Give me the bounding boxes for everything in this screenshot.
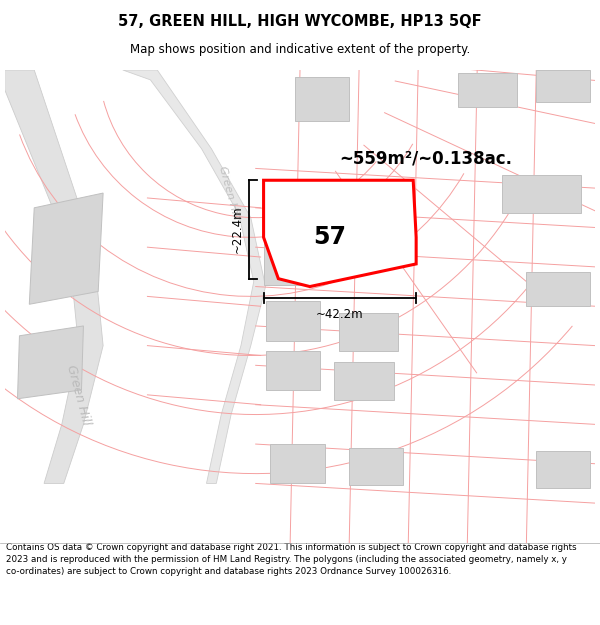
Polygon shape <box>263 219 310 284</box>
Bar <box>266 301 320 341</box>
Text: 57, GREEN HILL, HIGH WYCOMBE, HP13 5QF: 57, GREEN HILL, HIGH WYCOMBE, HP13 5QF <box>118 14 482 29</box>
Polygon shape <box>17 326 83 399</box>
Bar <box>271 444 325 484</box>
Bar <box>536 451 590 488</box>
Text: ~42.2m: ~42.2m <box>316 308 364 321</box>
Text: ~559m²/~0.138ac.: ~559m²/~0.138ac. <box>340 149 512 168</box>
Bar <box>295 77 349 121</box>
Polygon shape <box>29 193 103 304</box>
Text: 57: 57 <box>313 226 346 249</box>
Text: Map shows position and indicative extent of the property.: Map shows position and indicative extent… <box>130 43 470 56</box>
Bar <box>526 272 590 306</box>
Bar <box>340 313 398 351</box>
Text: Green Hill: Green Hill <box>64 363 93 426</box>
Text: Green Hill: Green Hill <box>217 165 241 221</box>
Polygon shape <box>123 70 266 484</box>
Bar <box>458 73 517 107</box>
Text: ~22.4m: ~22.4m <box>231 206 244 253</box>
Text: Contains OS data © Crown copyright and database right 2021. This information is : Contains OS data © Crown copyright and d… <box>6 543 577 576</box>
Bar <box>349 448 403 486</box>
Bar <box>334 362 394 400</box>
Bar <box>266 351 320 390</box>
Bar <box>536 70 590 101</box>
Bar <box>502 176 581 213</box>
Polygon shape <box>263 180 416 286</box>
Polygon shape <box>5 70 103 484</box>
